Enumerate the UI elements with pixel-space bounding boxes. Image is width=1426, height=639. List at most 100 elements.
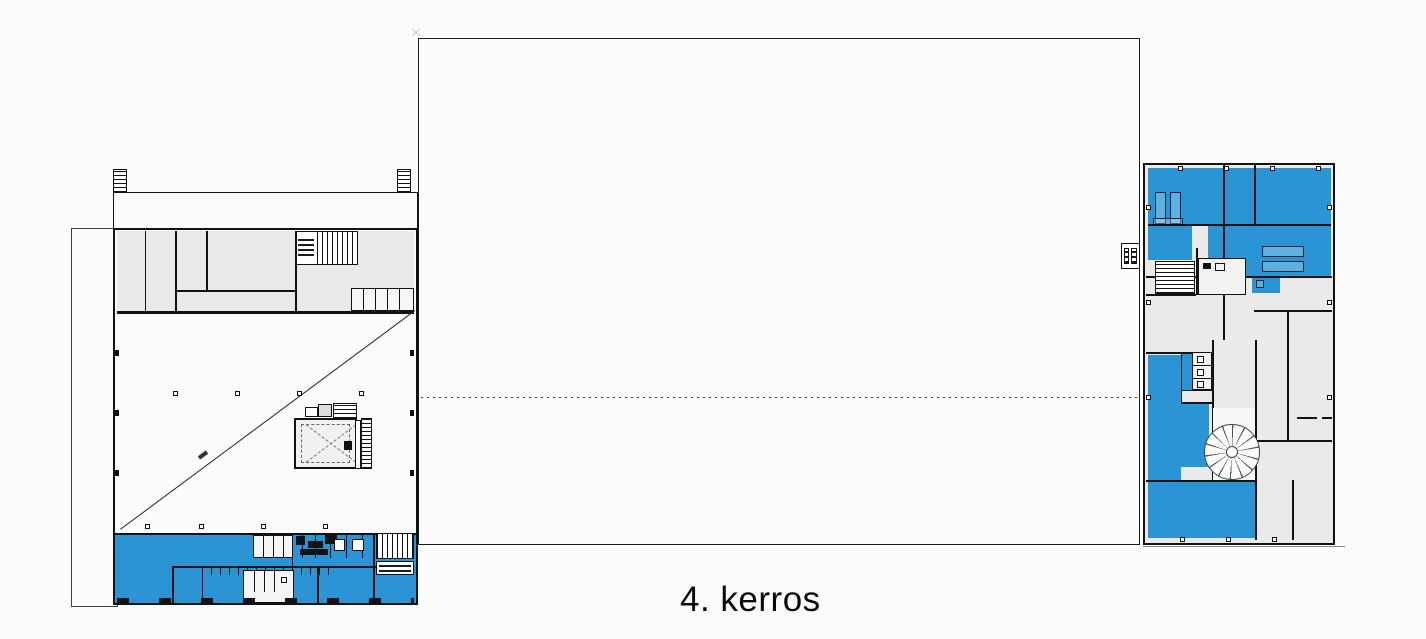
column-marker (1146, 395, 1151, 400)
staircase-east (361, 418, 372, 469)
stall-divider (375, 288, 376, 311)
stair-treads (317, 232, 357, 264)
column-marker (323, 524, 328, 529)
section-line (421, 397, 1141, 398)
desk-outline (1155, 192, 1166, 224)
column-marker (173, 391, 178, 396)
wall-segment (373, 533, 375, 603)
staircase-lower (376, 533, 414, 559)
column-marker (235, 391, 240, 396)
elevator-symbol (1121, 243, 1140, 269)
stall-divider (387, 288, 388, 311)
wall-segment (1196, 248, 1198, 295)
skylight-icon (301, 424, 357, 463)
floor-caption: 4. kerros (680, 580, 821, 619)
wall-segment (1287, 310, 1289, 442)
stall-divider (399, 288, 400, 311)
wall-segment (175, 231, 177, 311)
wall-pilaster (115, 410, 119, 416)
staircase-northwest (1155, 261, 1195, 294)
column-marker (1272, 537, 1277, 542)
wall-pilaster (410, 350, 414, 356)
column-marker (1180, 537, 1185, 542)
wall-segment (1181, 352, 1182, 403)
cell-divider (346, 534, 347, 558)
bottom-wall-ticks (117, 598, 414, 603)
highlighted-room (1148, 355, 1181, 480)
desk-outline (1262, 246, 1304, 257)
ground-line (1143, 546, 1345, 547)
column-marker (1224, 166, 1229, 171)
wall-segment (1148, 224, 1331, 226)
level-annotation (298, 236, 314, 256)
room-annotation (376, 561, 414, 575)
highlighted-room (1148, 168, 1331, 226)
wall-dash (1297, 417, 1317, 419)
wall-segment (295, 231, 297, 311)
wall-segment (1146, 294, 1196, 296)
cell-divider (302, 534, 303, 558)
wall-dash (1322, 417, 1332, 419)
column-marker (1327, 205, 1332, 210)
wall-segment (206, 231, 208, 292)
column-marker (1226, 537, 1231, 542)
column-marker (1327, 395, 1332, 400)
wall-segment (172, 566, 414, 568)
column-marker (359, 391, 364, 396)
stall-divider (363, 288, 364, 311)
corner-cross-mark (411, 28, 421, 38)
wall-pilaster (410, 470, 414, 476)
wall-segment (1254, 440, 1332, 442)
fixture-block (308, 541, 323, 548)
wall-segment (1146, 352, 1212, 354)
highlighted-room (1247, 226, 1331, 276)
stall-block (253, 535, 293, 558)
stair-tower-icon (113, 169, 127, 193)
toilet-block-upper (351, 288, 414, 311)
service-room (1198, 258, 1246, 295)
fixture-block (325, 535, 337, 544)
stair-landing (333, 403, 357, 419)
column-marker (145, 524, 150, 529)
equipment-box (318, 404, 332, 417)
wall-pilaster (115, 350, 119, 356)
equipment-box (305, 407, 318, 417)
wall-segment (202, 566, 203, 603)
hall-outline (418, 38, 1140, 545)
desk-outline (1170, 192, 1181, 224)
wall-segment (145, 231, 146, 311)
wall-segment (172, 566, 174, 603)
column-marker (199, 524, 204, 529)
fixture-outline (1256, 280, 1264, 288)
wall-segment (1146, 480, 1256, 482)
wall-pilaster (115, 470, 119, 476)
stair-tower-icon (397, 169, 411, 193)
column-marker (261, 524, 266, 529)
wall-pilaster (410, 410, 414, 416)
fixture-box (352, 539, 364, 551)
column-marker (1178, 166, 1183, 171)
wall-segment (1223, 163, 1225, 340)
column-marker (1316, 166, 1321, 171)
shaft-bar (355, 420, 361, 469)
fixture-block (296, 536, 305, 545)
spiral-staircase-icon (1204, 424, 1260, 480)
site-boundary (71, 228, 118, 607)
desk-outline (1262, 261, 1304, 272)
fixture-box (334, 539, 345, 551)
wall-segment (1181, 402, 1212, 404)
fixture-block (344, 441, 352, 450)
wall-segment (317, 566, 319, 603)
highlighted-room (1148, 480, 1210, 538)
stall-cells (1192, 352, 1212, 390)
cell-divider (330, 534, 331, 558)
column-marker (1146, 300, 1151, 305)
wall-segment (1254, 310, 1332, 312)
column-marker (1146, 205, 1151, 210)
wall-segment (175, 290, 297, 292)
column-marker (1270, 166, 1275, 171)
column-marker (1327, 300, 1332, 305)
roof-strip (113, 192, 418, 229)
fixture-block (300, 549, 328, 555)
